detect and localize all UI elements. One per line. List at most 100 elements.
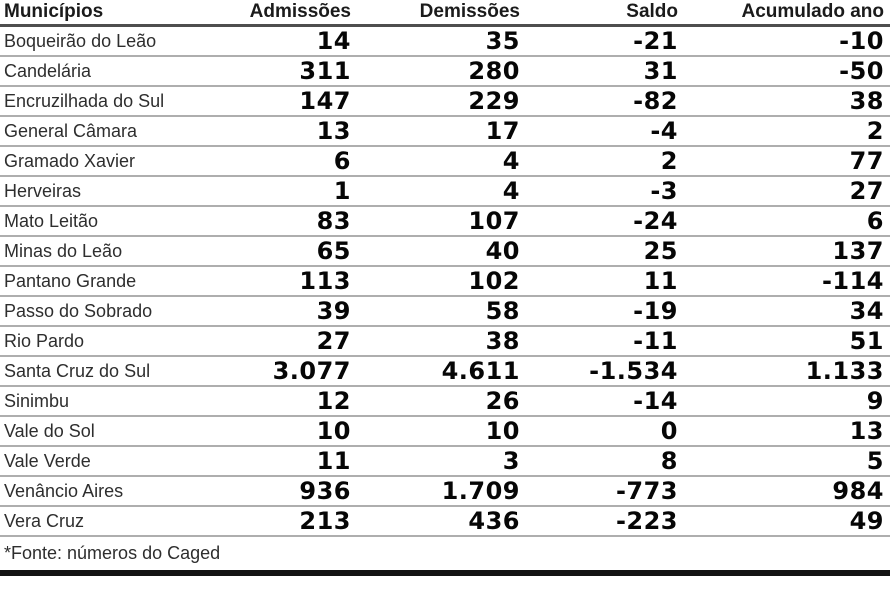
table-row: General Câmara 13 17 -4 2: [0, 116, 890, 147]
balance-cell: -4: [520, 116, 678, 147]
year-accumulated-cell: 5: [678, 446, 890, 477]
admissions-cell: 27: [180, 326, 351, 357]
column-header-acumulado-ano: Acumulado ano: [678, 0, 890, 27]
year-accumulated-cell: 984: [678, 476, 890, 507]
table-row: Encruzilhada do Sul 147 229 -82 38: [0, 86, 890, 117]
municipality-cell: Vera Cruz: [0, 506, 180, 537]
admissions-cell: 213: [180, 506, 351, 537]
municipality-cell: Sinimbu: [0, 386, 180, 417]
dismissals-cell: 17: [351, 116, 520, 147]
admissions-cell: 113: [180, 266, 351, 297]
admissions-cell: 10: [180, 416, 351, 447]
table-row: Minas do Leão 65 40 25 137: [0, 236, 890, 267]
year-accumulated-cell: -10: [678, 25, 890, 57]
table-row: Mato Leitão 83 107 -24 6: [0, 206, 890, 237]
balance-cell: -82: [520, 86, 678, 117]
balance-cell: 25: [520, 236, 678, 267]
balance-cell: -773: [520, 476, 678, 507]
column-header-admissoes: Admissões: [180, 0, 351, 27]
table-row: Vale Verde 11 3 8 5: [0, 446, 890, 477]
dismissals-cell: 35: [351, 25, 520, 57]
table-body: Boqueirão do Leão 14 35 -21 -10 Candelár…: [0, 25, 890, 537]
dismissals-cell: 40: [351, 236, 520, 267]
dismissals-cell: 280: [351, 56, 520, 87]
table-footer: *Fonte: números do Caged: [0, 536, 890, 576]
admissions-cell: 65: [180, 236, 351, 267]
source-note: *Fonte: números do Caged: [0, 536, 890, 576]
table-row: Passo do Sobrado 39 58 -19 34: [0, 296, 890, 327]
balance-cell: -1.534: [520, 356, 678, 387]
municipality-cell: Minas do Leão: [0, 236, 180, 267]
municipality-cell: Rio Pardo: [0, 326, 180, 357]
admissions-cell: 11: [180, 446, 351, 477]
municipality-cell: Pantano Grande: [0, 266, 180, 297]
table-row: Sinimbu 12 26 -14 9: [0, 386, 890, 417]
admissions-cell: 14: [180, 25, 351, 57]
balance-cell: 8: [520, 446, 678, 477]
balance-cell: -14: [520, 386, 678, 417]
year-accumulated-cell: 27: [678, 176, 890, 207]
year-accumulated-cell: 77: [678, 146, 890, 177]
admissions-cell: 147: [180, 86, 351, 117]
year-accumulated-cell: -114: [678, 266, 890, 297]
dismissals-cell: 229: [351, 86, 520, 117]
table-row: Vale do Sol 10 10 0 13: [0, 416, 890, 447]
dismissals-cell: 4.611: [351, 356, 520, 387]
balance-cell: -3: [520, 176, 678, 207]
balance-cell: -24: [520, 206, 678, 237]
year-accumulated-cell: 9: [678, 386, 890, 417]
table-row: Candelária 311 280 31 -50: [0, 56, 890, 87]
dismissals-cell: 4: [351, 146, 520, 177]
year-accumulated-cell: -50: [678, 56, 890, 87]
admissions-cell: 83: [180, 206, 351, 237]
municipalities-table: Municípios Admissões Demissões Saldo Acu…: [0, 0, 890, 576]
dismissals-cell: 4: [351, 176, 520, 207]
municipality-cell: General Câmara: [0, 116, 180, 147]
municipality-cell: Candelária: [0, 56, 180, 87]
table-row: Vera Cruz 213 436 -223 49: [0, 506, 890, 537]
year-accumulated-cell: 34: [678, 296, 890, 327]
column-header-demissoes: Demissões: [351, 0, 520, 27]
table-row: Herveiras 1 4 -3 27: [0, 176, 890, 207]
table-row: Santa Cruz do Sul 3.077 4.611 -1.534 1.1…: [0, 356, 890, 387]
table-row: Boqueirão do Leão 14 35 -21 -10: [0, 25, 890, 57]
municipality-cell: Passo do Sobrado: [0, 296, 180, 327]
balance-cell: -223: [520, 506, 678, 537]
municipality-cell: Venâncio Aires: [0, 476, 180, 507]
balance-cell: 2: [520, 146, 678, 177]
year-accumulated-cell: 13: [678, 416, 890, 447]
balance-cell: -21: [520, 25, 678, 57]
column-header-saldo: Saldo: [520, 0, 678, 27]
municipality-cell: Boqueirão do Leão: [0, 25, 180, 57]
year-accumulated-cell: 6: [678, 206, 890, 237]
dismissals-cell: 436: [351, 506, 520, 537]
municipality-cell: Encruzilhada do Sul: [0, 86, 180, 117]
municipality-cell: Santa Cruz do Sul: [0, 356, 180, 387]
table-header: Municípios Admissões Demissões Saldo Acu…: [0, 0, 890, 27]
footer-row: *Fonte: números do Caged: [0, 536, 890, 576]
admissions-cell: 13: [180, 116, 351, 147]
table-row: Pantano Grande 113 102 11 -114: [0, 266, 890, 297]
balance-cell: 11: [520, 266, 678, 297]
dismissals-cell: 10: [351, 416, 520, 447]
admissions-cell: 39: [180, 296, 351, 327]
year-accumulated-cell: 1.133: [678, 356, 890, 387]
year-accumulated-cell: 51: [678, 326, 890, 357]
balance-cell: -11: [520, 326, 678, 357]
year-accumulated-cell: 137: [678, 236, 890, 267]
dismissals-cell: 1.709: [351, 476, 520, 507]
year-accumulated-cell: 2: [678, 116, 890, 147]
header-row: Municípios Admissões Demissões Saldo Acu…: [0, 0, 890, 27]
dismissals-cell: 107: [351, 206, 520, 237]
admissions-cell: 311: [180, 56, 351, 87]
balance-cell: 31: [520, 56, 678, 87]
table-row: Rio Pardo 27 38 -11 51: [0, 326, 890, 357]
admissions-cell: 12: [180, 386, 351, 417]
municipality-cell: Vale Verde: [0, 446, 180, 477]
year-accumulated-cell: 49: [678, 506, 890, 537]
dismissals-cell: 3: [351, 446, 520, 477]
balance-cell: 0: [520, 416, 678, 447]
municipality-cell: Vale do Sol: [0, 416, 180, 447]
admissions-cell: 3.077: [180, 356, 351, 387]
